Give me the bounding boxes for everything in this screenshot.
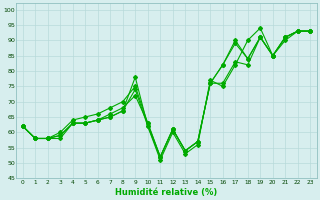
X-axis label: Humidité relative (%): Humidité relative (%) — [116, 188, 218, 197]
